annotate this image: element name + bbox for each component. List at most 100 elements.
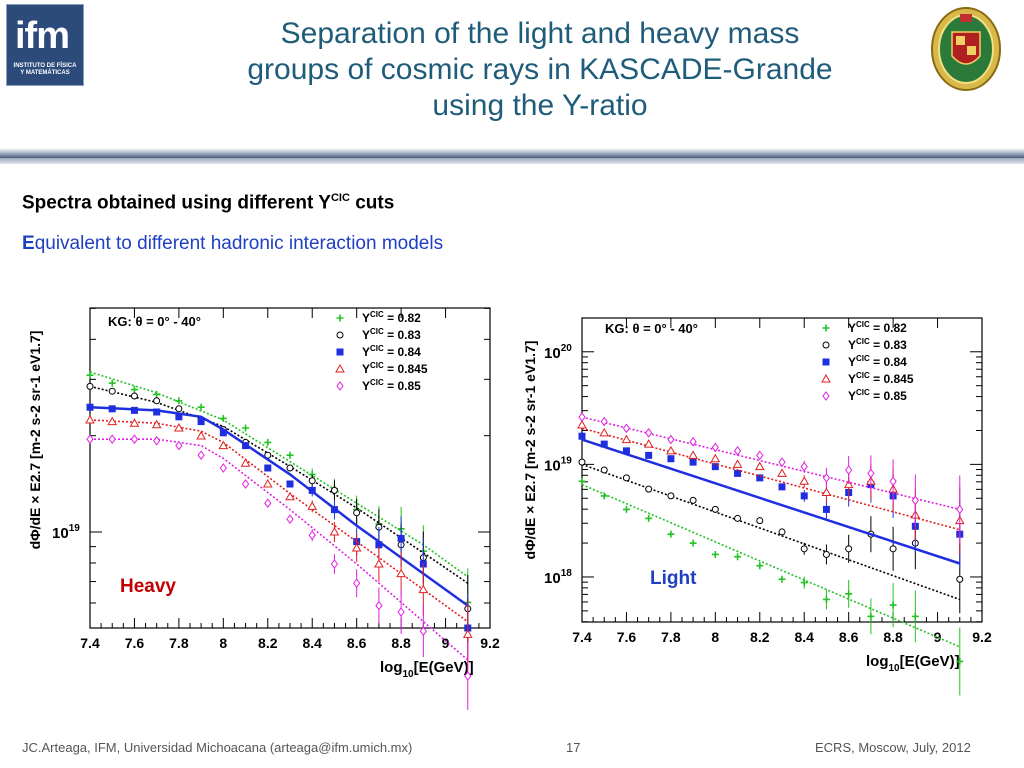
legend-label-sup: CIC: [370, 361, 384, 370]
y-tick-exponent: 20: [561, 343, 573, 354]
fit-line: [89, 371, 469, 578]
legend-label-sup: CIC: [856, 354, 870, 363]
legend-marker: [336, 331, 344, 339]
fit-line: [581, 483, 961, 648]
data-point: [264, 451, 272, 459]
data-point: [108, 434, 116, 445]
data-point: [732, 459, 743, 468]
legend-label: YCIC = 0.82: [362, 310, 421, 325]
data-point: [754, 461, 765, 471]
ifm-logo-subtitle: INSTITUTO DE FÍSICA Y MATEMÁTICAS: [13, 63, 77, 76]
data-point: [329, 526, 340, 536]
data-point: [667, 530, 675, 538]
data-point: [86, 382, 94, 390]
subline-rest: quivalent to different hadronic interact…: [34, 233, 444, 254]
data-point: [645, 428, 653, 438]
data-point: [330, 485, 338, 493]
data-point: [622, 447, 630, 455]
y-axis-label: dΦ/dE × E2.7 [m-2 s-2 sr-1 eV1.7]: [522, 341, 538, 560]
data-point: [621, 434, 632, 444]
data-point: [956, 657, 964, 665]
series-group: [86, 382, 472, 643]
data-point: [375, 541, 383, 549]
data-point: [734, 553, 742, 561]
data-point: [910, 510, 921, 519]
data-point: [689, 437, 697, 447]
data-point: [86, 434, 94, 445]
data-point: [330, 559, 339, 569]
plot-frame: [89, 307, 491, 629]
subline-first: E: [22, 233, 35, 254]
data-point: [822, 550, 830, 558]
data-point: [286, 480, 294, 488]
data-point: [308, 486, 316, 494]
x-tick-label: 8: [711, 629, 719, 645]
data-point: [375, 600, 383, 611]
x-tick-label: 8.4: [794, 629, 814, 645]
x-tick-label: 9: [442, 635, 450, 651]
data-point: [911, 495, 919, 506]
series-group: [578, 458, 964, 614]
data-point: [711, 463, 719, 471]
x-axis-label-rest: [E(GeV)]: [414, 659, 474, 676]
x-tick-label: 7.6: [125, 635, 145, 651]
data-point: [756, 474, 764, 482]
y-tick-label: 1019: [52, 523, 80, 542]
data-point: [711, 505, 719, 513]
x-tick-label: 8: [219, 635, 227, 651]
data-point: [667, 492, 675, 500]
data-point: [308, 477, 316, 485]
data-point: [645, 514, 653, 522]
data-point: [419, 547, 427, 555]
data-point: [756, 562, 764, 570]
data-point: [845, 465, 853, 475]
y-tick-exponent: 19: [561, 455, 573, 466]
data-point: [733, 446, 742, 456]
legend-label-value: = 0.845: [870, 372, 914, 386]
fit-line: [89, 385, 469, 584]
data-point: [756, 450, 764, 461]
data-point: [956, 504, 964, 515]
data-point: [577, 419, 587, 429]
angle-annotation: KG: θ = 0° - 40°: [108, 314, 201, 329]
data-point: [889, 601, 897, 609]
data-point: [175, 413, 183, 421]
legend-marker: [335, 363, 345, 373]
data-point: [242, 424, 250, 432]
data-point: [219, 426, 227, 434]
data-point: [286, 451, 294, 459]
fit-line: [89, 405, 469, 607]
x-tick-label: 8.2: [750, 629, 770, 645]
data-point: [353, 538, 361, 546]
x-tick-label: 7.8: [661, 629, 681, 645]
fit-line: [581, 463, 961, 601]
legend-label-value: = 0.83: [870, 338, 907, 352]
data-point: [667, 434, 675, 445]
data-point: [622, 505, 630, 513]
x-tick-label: 7.4: [80, 635, 100, 651]
legend-label-value: = 0.85: [384, 379, 421, 393]
data-point: [954, 515, 965, 525]
university-seal-icon: [931, 7, 1001, 91]
data-point: [130, 434, 139, 445]
legend-label: YCIC = 0.85: [362, 378, 421, 393]
data-point: [889, 492, 897, 500]
data-point: [778, 575, 786, 583]
x-axis-label-subscript: 10: [889, 663, 901, 674]
legend-label-sup: CIC: [856, 320, 870, 329]
legend-label-sup: CIC: [370, 327, 384, 336]
data-point: [86, 403, 94, 411]
legend-label-sup: CIC: [856, 388, 870, 397]
data-point: [822, 473, 831, 483]
data-point: [353, 578, 361, 589]
y-axis-label: dΦ/dE × E2.7 [m-2 s-2 sr-1 eV1.7]: [27, 331, 43, 550]
data-point: [711, 442, 719, 453]
title-line-2: groups of cosmic rays in KASCADE-Grande: [247, 53, 833, 86]
data-point: [821, 487, 832, 497]
data-point: [86, 371, 94, 379]
ifm-logo: ifm INSTITUTO DE FÍSICA Y MATEMÁTICAS: [6, 4, 84, 86]
data-point: [307, 501, 318, 510]
data-point: [600, 416, 608, 427]
series-group: [578, 412, 964, 544]
data-point: [845, 489, 853, 497]
